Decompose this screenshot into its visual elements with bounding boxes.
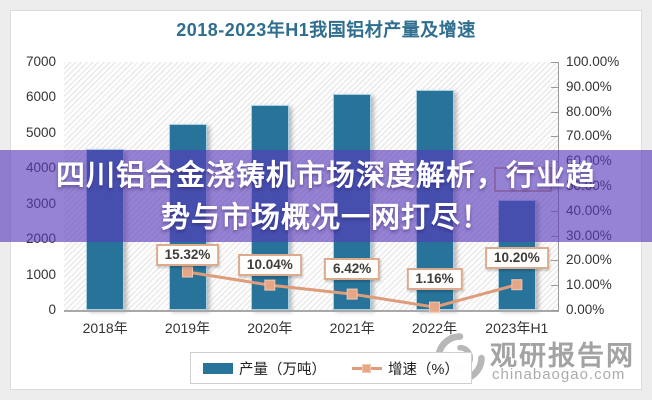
legend: 产量（万吨） 增速（%） <box>190 352 472 384</box>
banner-line-2: 势与市场概况一网打尽！ <box>160 202 491 234</box>
legend-entry-production: 产量（万吨） <box>203 358 326 379</box>
right-axis-tick-label: 100.00% <box>566 54 620 69</box>
right-axis-tick-label: 90.00% <box>566 78 612 94</box>
banner-line-1: 四川铝合金浇铸机市场深度解析，行业趋 <box>55 160 596 192</box>
chart-title: 2018-2023年H1我国铝材产量及增速 <box>176 20 476 40</box>
right-axis-tick-label: 10.00% <box>566 277 612 293</box>
left-axis-tick-label: 6000 <box>25 89 56 105</box>
right-axis-tick-mark <box>551 260 558 262</box>
right-axis-tick-mark <box>551 62 558 63</box>
line-point-label: 1.16% <box>406 268 463 291</box>
legend-label-production: 产量（万吨） <box>239 361 327 378</box>
right-axis-tick-label: 70.00% <box>566 128 612 144</box>
line-swatch-icon <box>352 363 383 374</box>
line-point-label: 10.20% <box>484 246 549 269</box>
x-axis-category-label: 2023年H1 <box>485 320 549 336</box>
right-axis-tick-mark <box>551 111 558 113</box>
watermark-site: chinabaogao.com <box>492 366 626 383</box>
line-point-label: 6.42% <box>324 258 381 281</box>
line-point-label: 10.04% <box>237 254 302 277</box>
right-axis-tick-label: 0.00% <box>566 302 605 317</box>
line-point-label: 15.32% <box>155 244 220 266</box>
right-axis-tick-mark <box>551 136 558 138</box>
right-axis-tick-mark <box>551 86 558 88</box>
legend-label-growth: 增速（%） <box>388 361 459 378</box>
bar-swatch-icon <box>203 362 234 374</box>
x-axis-category-label: 2021年 <box>329 320 375 336</box>
right-axis-tick-label: 80.00% <box>566 103 612 119</box>
left-axis-tick-label: 0 <box>48 302 56 317</box>
legend-entry-growth: 增速（%） <box>352 358 459 379</box>
right-axis-tick-mark <box>551 310 558 311</box>
banner-overlay: 四川铝合金浇铸机市场深度解析，行业趋 势与市场概况一网打尽！ <box>0 150 652 242</box>
left-axis-tick-label: 1000 <box>25 266 56 282</box>
x-axis-category-label: 2019年 <box>164 320 211 336</box>
right-axis-tick-label: 20.00% <box>566 252 612 268</box>
watermark-brand: 观研报告网 <box>490 341 635 371</box>
right-axis-tick-mark <box>551 285 558 287</box>
x-axis-category-label: 2022年 <box>411 320 458 336</box>
x-axis-category-label: 2020年 <box>247 320 293 336</box>
left-axis-tick-label: 5000 <box>25 124 56 140</box>
left-axis-tick-label: 7000 <box>25 54 56 69</box>
x-axis-category-label: 2018年 <box>82 320 128 336</box>
x-axis-line <box>64 310 559 312</box>
